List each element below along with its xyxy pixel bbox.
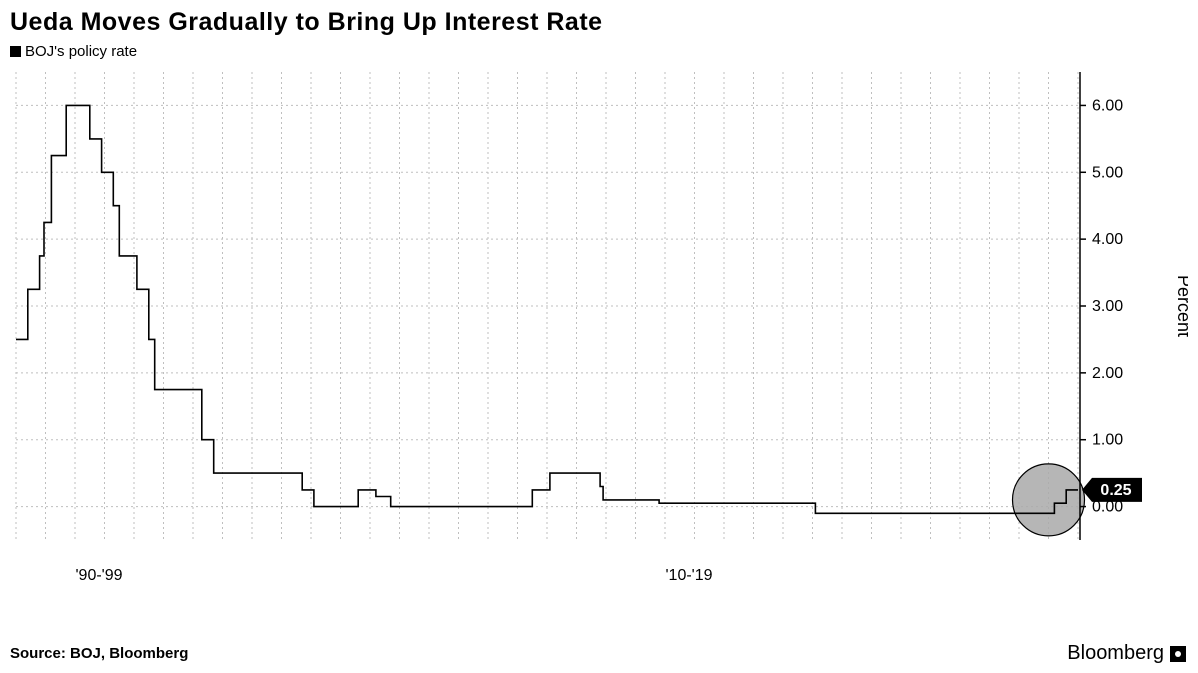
x-tick-label: '10-'19 [666,567,713,584]
brand-icon [1170,646,1186,662]
y-axis-label: Percent [1174,275,1188,337]
callout-value-label: 0.25 [1100,482,1131,499]
y-tick-label: 3.00 [1092,298,1123,315]
chart-svg: 0.001.002.003.004.005.006.00Percent'90-'… [10,68,1188,598]
y-tick-label: 2.00 [1092,365,1123,382]
y-tick-label: 5.00 [1092,164,1123,181]
legend: BOJ's policy rate [0,39,1198,66]
y-tick-label: 4.00 [1092,231,1123,248]
x-tick-label: '90-'99 [76,567,123,584]
brand: Bloomberg [1067,642,1186,665]
legend-swatch-icon [10,46,21,57]
chart-title: Ueda Moves Gradually to Bring Up Interes… [0,0,1198,39]
source-text: Source: BOJ, Bloomberg [10,645,188,662]
y-tick-label: 6.00 [1092,97,1123,114]
chart-area: 0.001.002.003.004.005.006.00Percent'90-'… [10,68,1188,598]
y-tick-label: 1.00 [1092,432,1123,449]
brand-label: Bloomberg [1067,642,1164,665]
callout-circle-icon [1013,464,1085,536]
legend-series-label: BOJ's policy rate [25,43,137,60]
